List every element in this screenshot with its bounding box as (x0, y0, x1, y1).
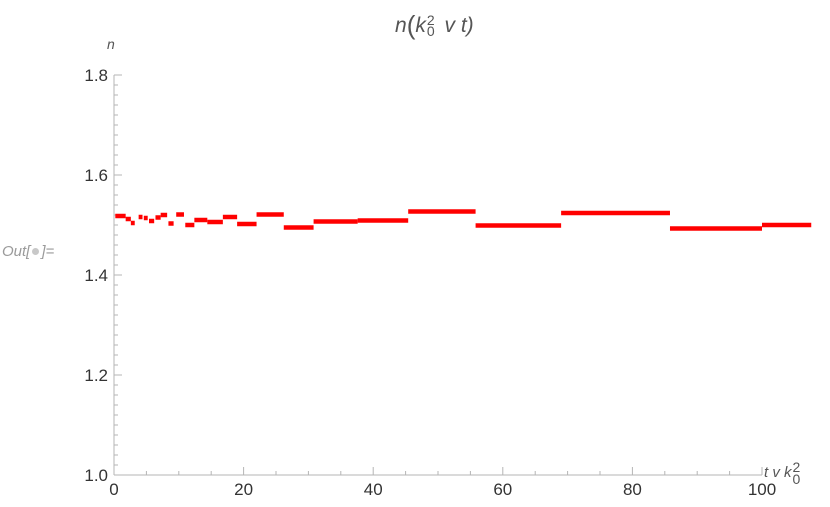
title-rest: v t) (438, 14, 474, 37)
output-bullet-icon (32, 248, 40, 256)
chart-title: n(k 2 0 v t) (395, 10, 474, 40)
data-marks (115, 209, 812, 231)
y-tick-label: 1.2 (84, 366, 108, 385)
y-tick-label: 1.0 (84, 466, 108, 485)
title-function: n (395, 14, 407, 37)
title-k-subscript: 0 (426, 23, 435, 40)
x-tick-label: 60 (493, 480, 512, 499)
y-tick-label: 1.8 (84, 66, 108, 85)
x-label-k-subscript: 0 (792, 471, 801, 487)
y-tick-label: 1.6 (84, 166, 108, 185)
x-tick-label: 40 (364, 480, 383, 499)
x-tick-label: 20 (234, 480, 253, 499)
y-tick-label: 1.4 (84, 266, 108, 285)
x-tick-label: 100 (748, 480, 776, 499)
axes: 0 20 40 60 80 100 1.0 1.2 1.4 1.6 1.8 (84, 66, 776, 499)
title-k: k (415, 14, 426, 37)
x-label-k-superscript: 2 (792, 459, 801, 475)
output-prompt-label: Out[ ]= (2, 243, 54, 260)
x-tick-label: 80 (623, 480, 642, 499)
y-axis-label: n (107, 36, 115, 52)
output-prompt-prefix: Out[ (2, 243, 31, 260)
x-label-text: t v (764, 463, 785, 481)
x-tick-label: 0 (109, 480, 118, 499)
title-k-superscript: 2 (426, 12, 435, 29)
x-label-k: k (784, 463, 792, 481)
output-prompt-suffix: ]= (41, 243, 55, 260)
